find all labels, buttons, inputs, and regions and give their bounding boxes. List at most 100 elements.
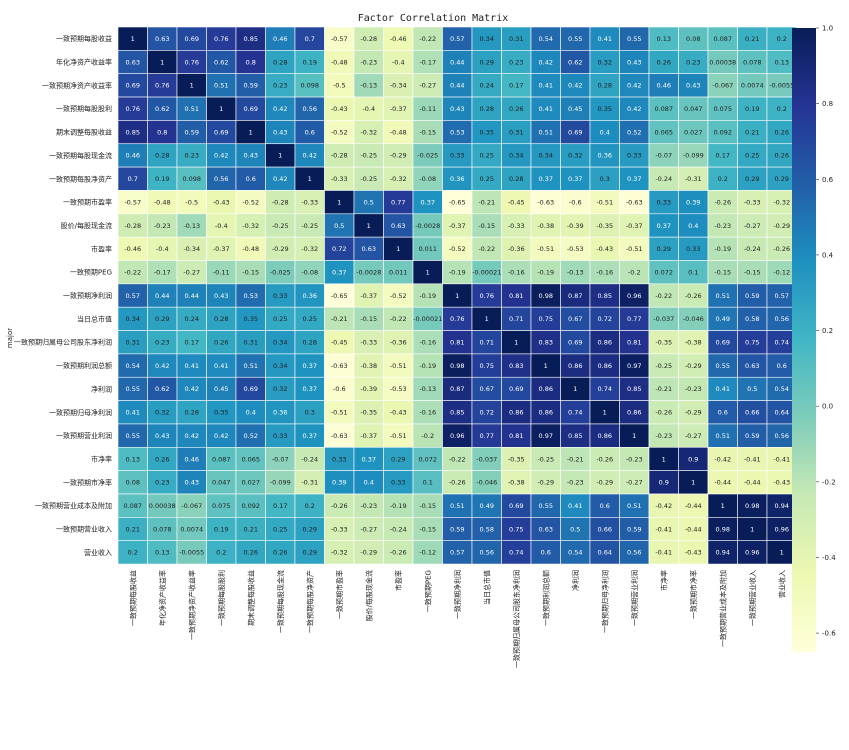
cell-value-label: -0.29 <box>685 362 702 370</box>
row-tick-label: 一致预期每股收益 <box>56 34 112 43</box>
cell-value-label: 0.29 <box>155 315 169 323</box>
cell-value-label: 0.29 <box>745 175 759 183</box>
cell-value-label: 1 <box>219 105 223 113</box>
cell-value-label: 0.76 <box>155 82 169 90</box>
cell-value-label: 0.21 <box>244 525 258 533</box>
cell-value-label: 0.32 <box>568 152 582 160</box>
cell-value-label: 0.41 <box>716 385 730 393</box>
cell-value-label: 0.63 <box>362 245 376 253</box>
cell-value-label: 0.4 <box>600 128 610 136</box>
cell-value-label: 0.23 <box>155 339 169 347</box>
cell-value-label: 0.57 <box>450 35 464 43</box>
cell-value-label: 0.6 <box>777 362 787 370</box>
cell-value-label: -0.099 <box>683 152 704 160</box>
column-tick-label: 一致预期归母净利润 <box>600 570 609 633</box>
cell-value-label: 0.24 <box>185 315 199 323</box>
colorbar-tick-label: 0.4 <box>822 251 834 259</box>
cell-value-label: 0.37 <box>627 175 641 183</box>
cell-value-label: -0.23 <box>154 222 171 230</box>
cell-value-label: -0.15 <box>419 128 436 136</box>
cell-value-label: -0.24 <box>390 525 407 533</box>
cell-value-label: 0.62 <box>568 58 582 66</box>
row-tick-label: 一致预期市净率 <box>63 478 112 487</box>
cell-value-label: -0.037 <box>476 455 497 463</box>
cell-value-label: 0.32 <box>273 385 287 393</box>
cell-value-label: -0.45 <box>331 339 348 347</box>
cell-value-label: 1 <box>160 58 164 66</box>
cell-value-label: 0.71 <box>509 315 523 323</box>
cell-value-label: 0.69 <box>244 105 258 113</box>
cell-value-label: 0.39 <box>332 479 346 487</box>
cell-value-label: 0.7 <box>305 35 315 43</box>
cell-value-label: 0.81 <box>509 292 523 300</box>
cell-value-label: 0.25 <box>480 175 494 183</box>
cell-value-label: 0.092 <box>713 128 732 136</box>
cell-value-label: 0.28 <box>155 152 169 160</box>
cell-value-label: 0.75 <box>539 315 553 323</box>
cell-value-label: 0.43 <box>686 82 700 90</box>
cell-value-label: 0.97 <box>539 432 553 440</box>
cell-value-label: -0.42 <box>714 455 731 463</box>
cell-value-label: -0.48 <box>242 245 259 253</box>
cell-value-label: 0.0074 <box>741 82 764 90</box>
column-tick-label: 一致预期每股现金流 <box>276 570 285 633</box>
cell-value-label: 0.56 <box>775 315 789 323</box>
cell-value-label: -0.39 <box>360 385 377 393</box>
cell-value-label: 0.35 <box>244 315 258 323</box>
cell-value-label: 0.33 <box>391 479 405 487</box>
cell-value-label: -0.32 <box>773 198 790 206</box>
cell-value-label: 0.67 <box>480 385 494 393</box>
column-tick-label: 当日总市值 <box>482 570 491 605</box>
cell-value-label: -0.16 <box>596 268 613 276</box>
cell-value-label: -0.35 <box>508 455 525 463</box>
cell-value-label: 0.45 <box>214 385 228 393</box>
cell-value-label: -0.12 <box>419 549 436 557</box>
cell-value-label: 0.098 <box>300 82 319 90</box>
cell-value-label: -0.41 <box>655 525 672 533</box>
cell-value-label: 0.2 <box>128 549 138 557</box>
cell-value-label: -0.53 <box>567 245 584 253</box>
cell-value-label: 0.62 <box>155 385 169 393</box>
cell-value-label: 0.55 <box>126 432 140 440</box>
cell-value-label: -0.19 <box>537 268 554 276</box>
cell-value-label: 0.41 <box>214 362 228 370</box>
row-tick-label: 一致预期每股股利 <box>56 104 112 113</box>
cell-value-label: 0.21 <box>745 35 759 43</box>
cell-value-label: 0.97 <box>627 362 641 370</box>
cell-value-label: 0.24 <box>480 82 494 90</box>
cell-value-label: 0.34 <box>126 315 140 323</box>
cell-value-label: 0.42 <box>214 152 228 160</box>
cell-value-label: -0.13 <box>567 268 584 276</box>
cell-value-label: -0.08 <box>301 268 318 276</box>
cell-value-label: 0.35 <box>598 105 612 113</box>
cell-value-label: 0.13 <box>155 549 169 557</box>
cell-value-label: 0.54 <box>775 385 789 393</box>
cell-value-label: -0.63 <box>331 362 348 370</box>
cell-value-label: -0.31 <box>301 479 318 487</box>
cell-value-label: -0.37 <box>449 222 466 230</box>
cell-value-label: 0.34 <box>273 339 287 347</box>
cell-value-label: -0.23 <box>360 502 377 510</box>
cell-value-label: 0.2 <box>718 175 728 183</box>
cell-value-label: -0.51 <box>537 245 554 253</box>
cell-value-label: 0.2 <box>305 502 315 510</box>
cell-value-label: 1 <box>662 455 666 463</box>
chart-title: Factor Correlation Matrix <box>358 13 509 24</box>
cell-value-label: 0.34 <box>273 362 287 370</box>
cell-value-label: 0.69 <box>185 35 199 43</box>
cell-value-label: 0.37 <box>303 432 317 440</box>
cell-value-label: -0.22 <box>478 245 495 253</box>
cell-value-label: 0.28 <box>214 315 228 323</box>
cell-value-label: 0.42 <box>185 432 199 440</box>
cell-value-label: 0.078 <box>153 525 172 533</box>
colorbar-gradient <box>792 28 816 652</box>
cell-value-label: 0.087 <box>212 455 231 463</box>
cell-value-label: -0.046 <box>476 479 497 487</box>
cell-value-label: -0.29 <box>773 222 790 230</box>
cell-value-label: 0.36 <box>303 292 317 300</box>
cell-value-label: 0.63 <box>539 525 553 533</box>
cell-value-label: 0.86 <box>539 409 553 417</box>
cell-value-label: 0.13 <box>775 58 789 66</box>
cell-value-label: 0.85 <box>244 35 258 43</box>
column-tick-label: 一致预期每股股利 <box>217 570 226 626</box>
